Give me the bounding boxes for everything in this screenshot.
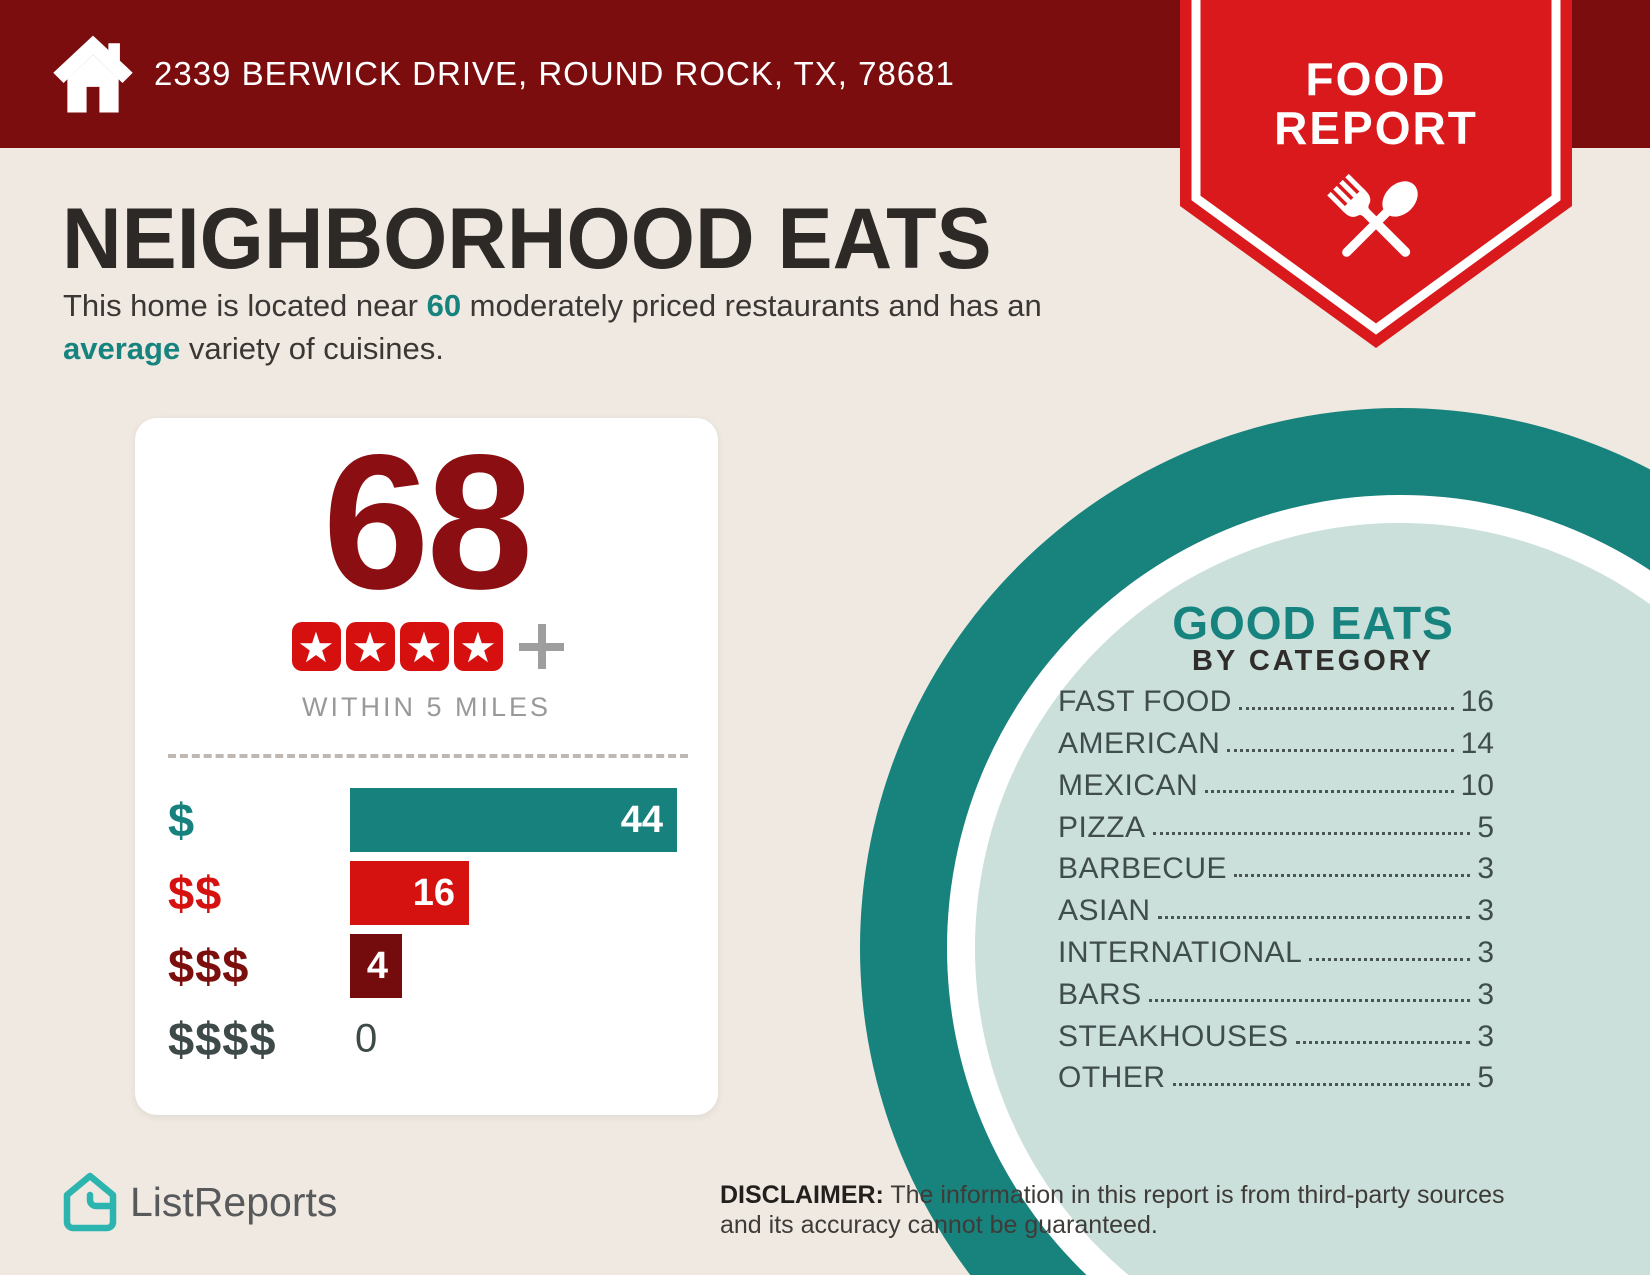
category-row: MEXICAN 10 [1058, 760, 1494, 802]
category-value: 5 [1477, 810, 1494, 844]
disclaimer: DISCLAIMER: The information in this repo… [720, 1181, 1538, 1240]
home-icon [53, 35, 133, 113]
category-label: AMERICAN [1058, 727, 1221, 761]
category-row: FAST FOOD 16 [1058, 676, 1494, 718]
pennant-shape [1180, 0, 1572, 348]
price-tier-label: $$ [168, 866, 223, 920]
spoon-fork-icon [1327, 173, 1418, 257]
category-row: STEAKHOUSES 3 [1058, 1010, 1494, 1052]
category-row: BARBECUE 3 [1058, 843, 1494, 885]
category-value: 3 [1477, 1019, 1494, 1053]
price-bar-row: $$ 16 [135, 861, 718, 925]
dotted-leader [1148, 999, 1471, 1003]
good-eats-subtitle: BY CATEGORY [1192, 645, 1434, 677]
radius-label: WITHIN 5 MILES [301, 692, 552, 722]
price-bar-row: $$$$ 0 [135, 1007, 718, 1071]
price-bar-row: $$$ 4 [135, 934, 718, 998]
category-value: 3 [1477, 977, 1494, 1011]
category-value: 3 [1477, 894, 1494, 928]
category-row: PIZZA 5 [1058, 801, 1494, 843]
category-value: 10 [1460, 768, 1494, 802]
intro-text-part2: moderately priced restaurants and has an [461, 288, 1042, 323]
category-row: AMERICAN 14 [1058, 718, 1494, 760]
variety-highlight: average [63, 331, 181, 366]
category-row: BARS 3 [1058, 969, 1494, 1011]
dotted-leader [1227, 748, 1454, 752]
star-icon: ★ [291, 622, 341, 671]
dotted-leader [1309, 957, 1471, 961]
category-label: ASIAN [1058, 894, 1151, 928]
star-rating: ★ ★ ★ ★ [135, 622, 718, 671]
price-tier-label: $$$$ [168, 1012, 277, 1066]
property-address: 2339 BERWICK DRIVE, ROUND ROCK, TX, 7868… [154, 55, 955, 92]
category-value: 3 [1477, 852, 1494, 886]
dashed-divider [168, 754, 688, 758]
listreports-wordmark: ListReports [130, 1178, 338, 1225]
price-bar: 44 [350, 788, 677, 852]
price-bar: 16 [350, 861, 469, 925]
price-tier-label: $ [168, 793, 196, 847]
intro-text-part1: This home is located near [63, 288, 427, 323]
dotted-leader [1157, 915, 1471, 919]
category-value: 3 [1477, 936, 1494, 970]
category-row: OTHER 5 [1058, 1052, 1494, 1094]
dotted-leader [1295, 1041, 1471, 1045]
restaurant-score: 68 [322, 414, 534, 629]
restaurant-count: 60 [426, 288, 462, 323]
category-label: PIZZA [1058, 810, 1146, 844]
category-value: 5 [1477, 1061, 1494, 1095]
price-tier-label: $$$ [168, 939, 250, 993]
price-bar-chart: $44 $$ 16 $$$ 4 $$$$ 0 [135, 788, 718, 1080]
price-bar-row: $44 [135, 788, 718, 852]
category-value: 14 [1460, 727, 1494, 761]
intro-text: This home is located near 60 moderately … [63, 284, 1048, 370]
banner-title-line2: REPORT [1274, 102, 1478, 154]
category-label: INTERNATIONAL [1058, 936, 1303, 970]
listreports-logo: ListReports [62, 1172, 337, 1232]
category-row: ASIAN 3 [1058, 885, 1494, 927]
category-value: 16 [1460, 685, 1494, 719]
category-label: MEXICAN [1058, 768, 1199, 802]
category-label: FAST FOOD [1058, 685, 1232, 719]
dotted-leader [1234, 873, 1471, 877]
disclaimer-label: DISCLAIMER: [720, 1181, 884, 1209]
dotted-leader [1238, 706, 1454, 710]
price-bar-zero-value: 0 [355, 1016, 378, 1061]
price-bar: 4 [350, 934, 402, 998]
food-report-banner: FOOD REPORT [1180, 0, 1572, 352]
dotted-leader [1205, 790, 1454, 794]
category-label: OTHER [1058, 1061, 1166, 1095]
category-row: INTERNATIONAL 3 [1058, 927, 1494, 969]
disclaimer-text: The information in this report is from t… [720, 1181, 1505, 1239]
plus-icon [519, 624, 564, 669]
star-icon: ★ [345, 622, 395, 671]
dotted-leader [1172, 1082, 1471, 1086]
good-eats-title: GOOD EATS [1172, 597, 1454, 649]
intro-text-part3: variety of cuisines. [180, 331, 444, 366]
star-icon: ★ [453, 622, 503, 671]
category-label: BARBECUE [1058, 852, 1228, 886]
category-list: FAST FOOD 16 AMERICAN 14 MEXICAN 10 PIZZA 5 BARB… [1058, 676, 1494, 1094]
banner-title-line1: FOOD [1305, 53, 1447, 105]
category-label: STEAKHOUSES [1058, 1019, 1289, 1053]
score-card: 68 ★ ★ ★ ★ WITHIN 5 MILES $44 $$ 16 $$$ 4 $$$$ 0 [135, 418, 718, 1115]
page-title: NEIGHBORHOOD EATS [62, 191, 992, 287]
category-label: BARS [1058, 977, 1142, 1011]
star-icon: ★ [399, 622, 449, 671]
dotted-leader [1152, 832, 1471, 836]
listreports-house-icon [63, 1172, 117, 1232]
